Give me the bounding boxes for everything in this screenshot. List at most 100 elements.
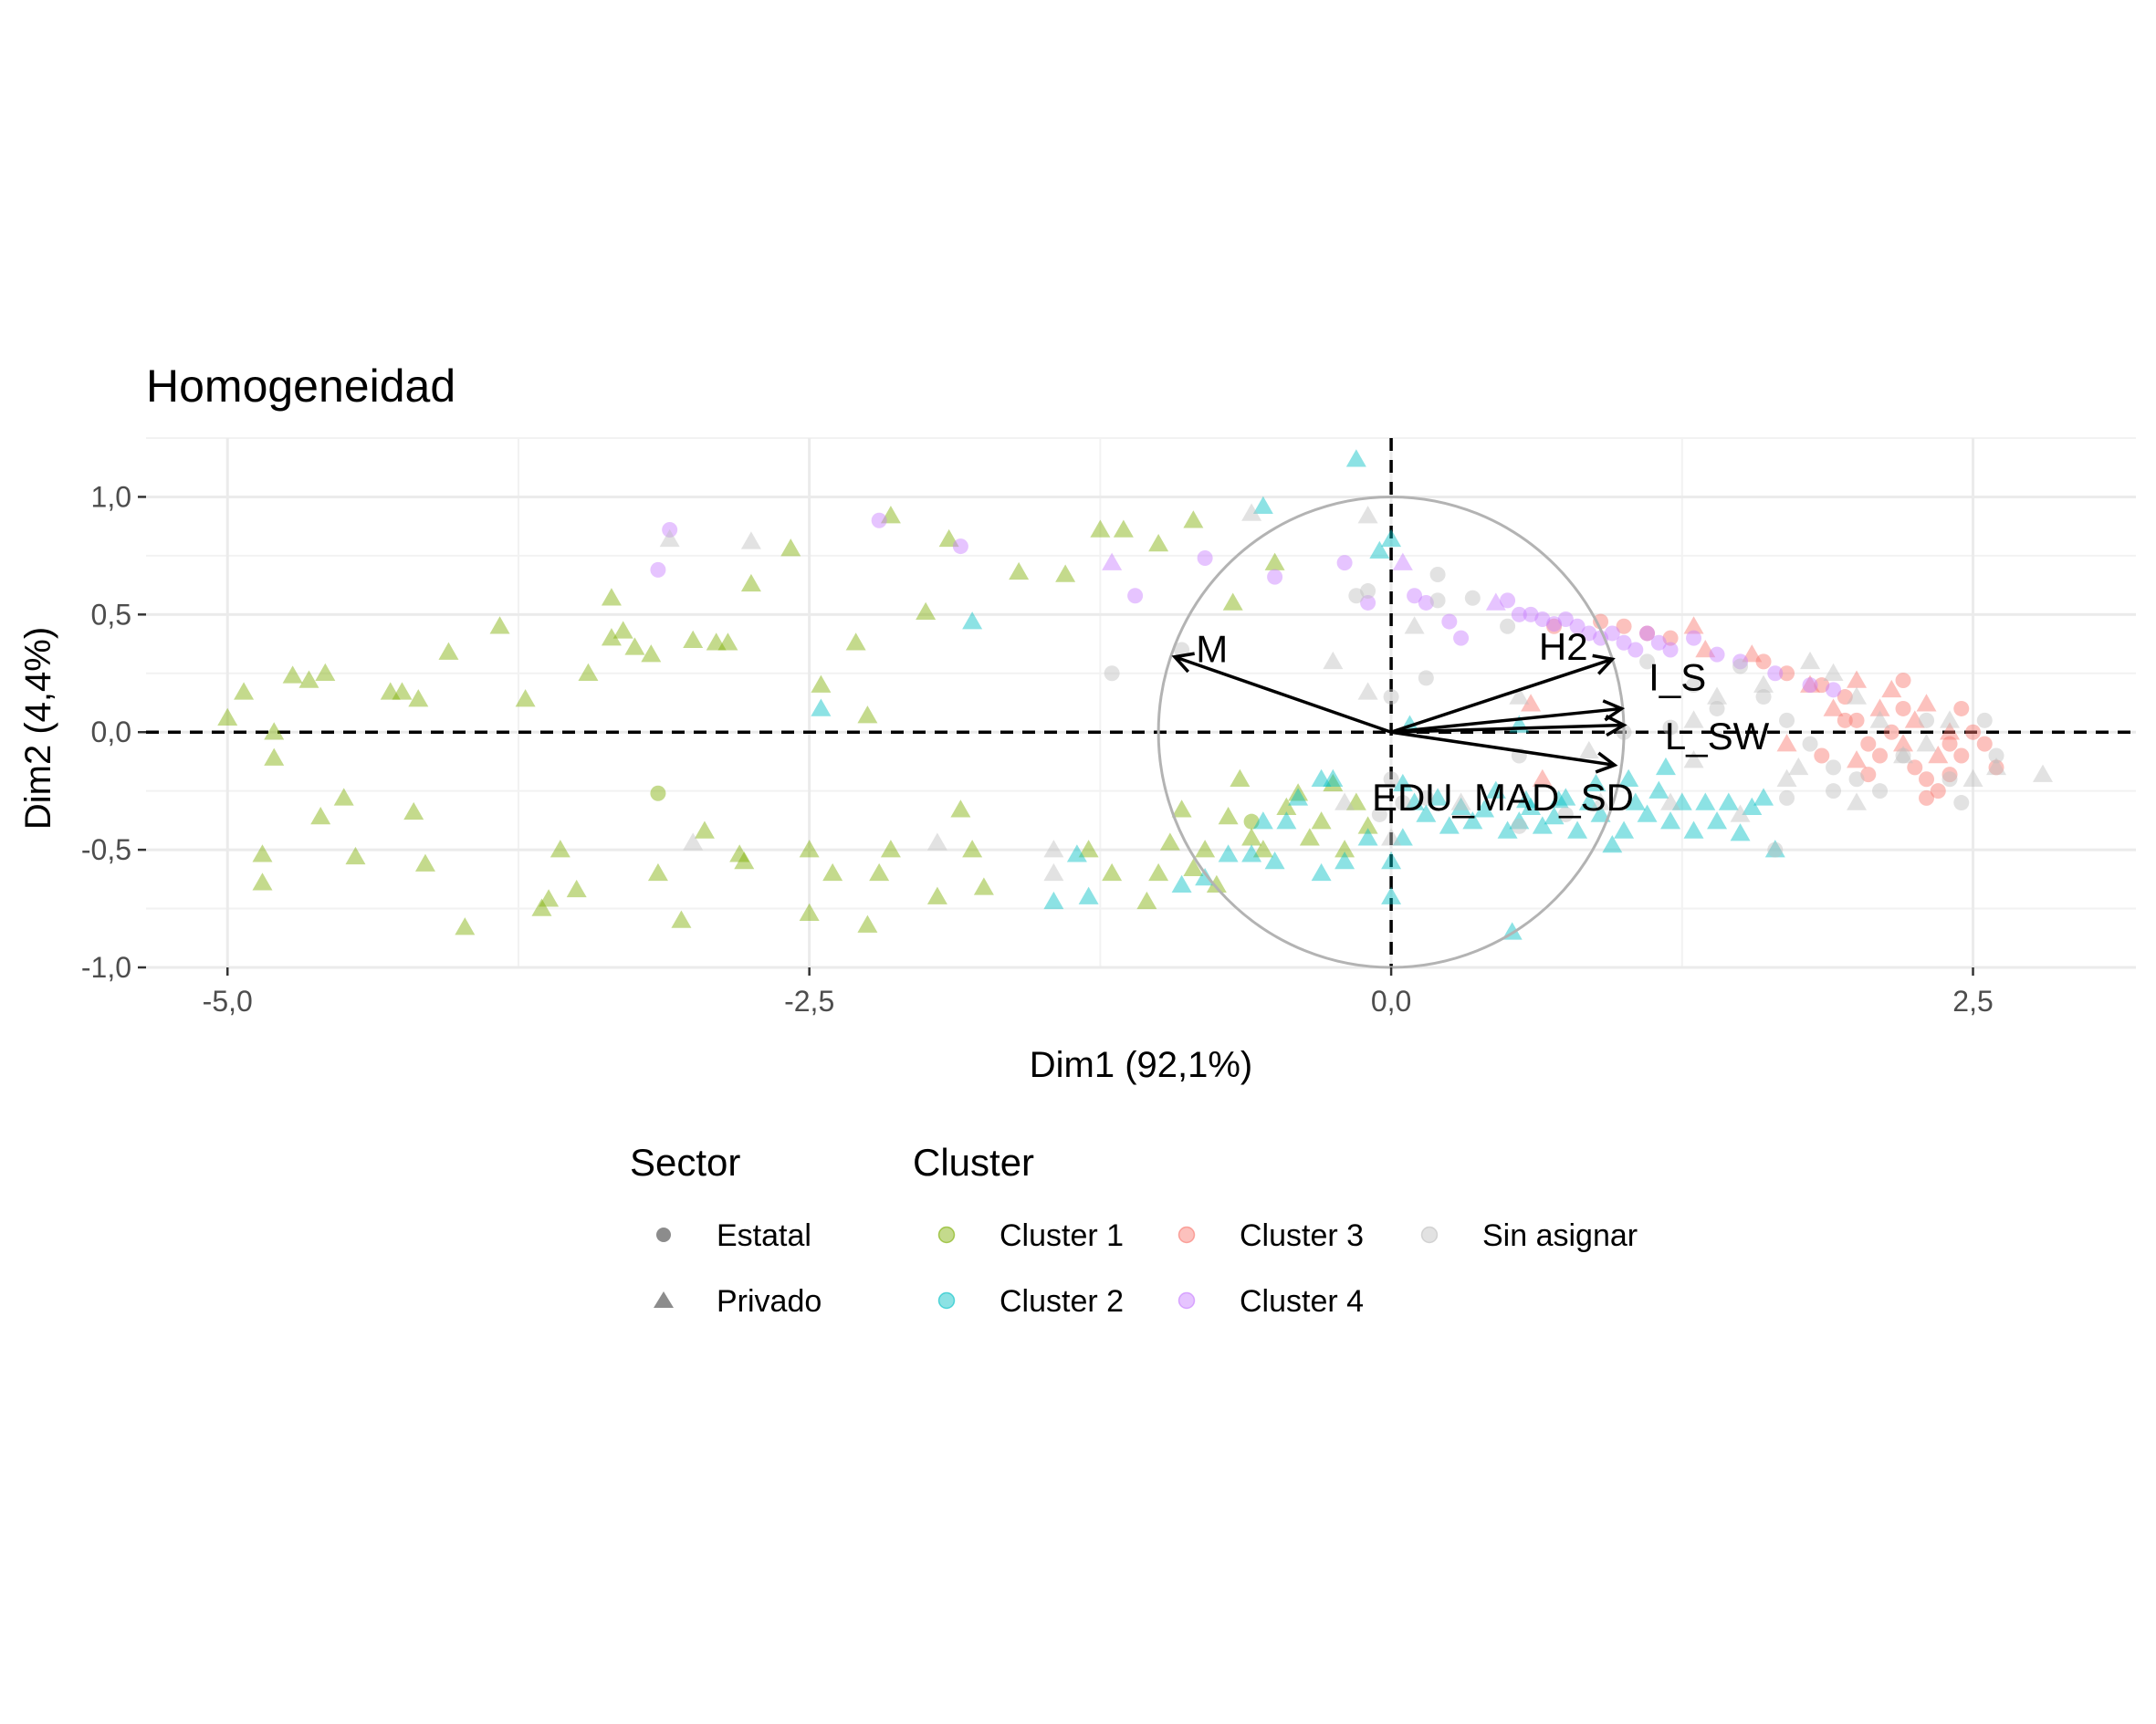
- data-point: [1872, 783, 1889, 799]
- data-point: [1534, 611, 1551, 627]
- data-point: [729, 844, 750, 862]
- data-point: [1826, 759, 1842, 776]
- data-point: [1288, 783, 1309, 801]
- data-point: [1941, 771, 1958, 788]
- data-point: [1557, 611, 1574, 627]
- data-point: [1627, 642, 1644, 658]
- data-point: [1655, 757, 1676, 776]
- y-axis-ticks: 1,0 0,5 0,0 -0,5 -1,0: [81, 480, 146, 984]
- data-point: [662, 522, 678, 538]
- x-tick-label: -5,0: [203, 985, 253, 1018]
- data-point: [1686, 677, 1702, 694]
- data-point: [515, 689, 536, 707]
- data-point: [1148, 862, 1169, 882]
- data-point: [1546, 618, 1563, 634]
- data-point: [1392, 773, 1413, 792]
- data-point: [1334, 792, 1355, 810]
- data-point: [1218, 844, 1239, 862]
- reference-lines: [146, 438, 2136, 967]
- data-point: [1941, 767, 1958, 783]
- data-point: [1742, 797, 1763, 815]
- data-point: [1616, 618, 1632, 634]
- chart-title: Homogeneidad: [146, 360, 455, 412]
- data-point: [1453, 630, 1470, 646]
- data-point: [1802, 736, 1818, 752]
- data-point: [1311, 862, 1332, 882]
- data-point: [1136, 891, 1157, 910]
- data-point: [671, 910, 692, 928]
- data-point: [647, 862, 668, 882]
- x-tick-label: -2,5: [784, 985, 834, 1018]
- data-point: [1662, 719, 1679, 736]
- data-point: [1241, 844, 1262, 862]
- data-point: [1732, 658, 1749, 674]
- data-point: [1895, 700, 1911, 716]
- legend-label-cluster: Sin asignar: [1482, 1218, 1638, 1253]
- legend-title-cluster: Cluster: [913, 1141, 1034, 1184]
- vector-arrowhead: [1602, 699, 1626, 722]
- data-point: [1919, 712, 1935, 728]
- data-point: [880, 506, 901, 524]
- data-point: [1407, 588, 1423, 604]
- data-point: [539, 889, 560, 907]
- data-point: [1357, 828, 1378, 846]
- data-point: [1965, 724, 1982, 740]
- data-point: [1348, 588, 1365, 604]
- data-point: [1988, 759, 2004, 776]
- data-point: [392, 682, 413, 700]
- legend-label-cluster: Cluster 3: [1240, 1218, 1364, 1253]
- data-point: [1043, 862, 1064, 882]
- data-point: [1953, 700, 1970, 716]
- data-point: [1941, 736, 1958, 752]
- data-point: [950, 799, 971, 818]
- data-point: [1183, 510, 1204, 528]
- data-point: [1066, 844, 1087, 862]
- data-point: [612, 621, 633, 639]
- data-point: [1485, 780, 1506, 799]
- data-point: [1683, 710, 1704, 728]
- data-point: [1127, 588, 1144, 604]
- data-point: [1334, 852, 1355, 870]
- data-point: [734, 852, 755, 870]
- y-tick-label: -1,0: [81, 951, 131, 984]
- data-point: [869, 862, 890, 882]
- data-point: [1009, 561, 1030, 580]
- data-point: [1078, 886, 1099, 904]
- data-point: [1264, 852, 1285, 870]
- data-point: [1323, 773, 1344, 792]
- data-point: [962, 611, 983, 630]
- data-point: [1788, 757, 1809, 776]
- data-point: [880, 840, 901, 858]
- data-point: [1523, 606, 1539, 622]
- data-point: [1509, 686, 1530, 705]
- data-point: [1928, 746, 1949, 764]
- data-point: [531, 898, 552, 916]
- data-point: [1567, 820, 1588, 839]
- data-point: [252, 872, 273, 891]
- data-point: [1625, 792, 1646, 810]
- data-point: [1404, 792, 1425, 810]
- legend-title-sector: Sector: [630, 1141, 740, 1184]
- legend-key-cluster: [1177, 1291, 1196, 1310]
- data-point: [601, 588, 622, 606]
- data-point: [1893, 734, 1914, 752]
- data-point: [1311, 811, 1332, 830]
- data-point: [1616, 634, 1632, 651]
- data-point: [845, 632, 866, 651]
- data-point: [1814, 747, 1830, 764]
- data-point: [1485, 592, 1506, 611]
- data-point: [706, 632, 727, 651]
- data-point: [1718, 792, 1739, 810]
- vector-label: I_S: [1648, 656, 1706, 699]
- data-point: [264, 722, 285, 740]
- y-tick-label: 0,5: [91, 598, 131, 631]
- data-points: [217, 449, 2054, 940]
- data-point: [1848, 712, 1865, 728]
- data-point: [2033, 764, 2054, 782]
- legend-label-cluster: Cluster 4: [1240, 1284, 1364, 1319]
- legend-key-cluster: [1420, 1226, 1439, 1244]
- data-point: [1078, 840, 1099, 858]
- data-point: [1500, 592, 1516, 609]
- data-point: [1907, 759, 1923, 776]
- data-point: [1826, 682, 1842, 698]
